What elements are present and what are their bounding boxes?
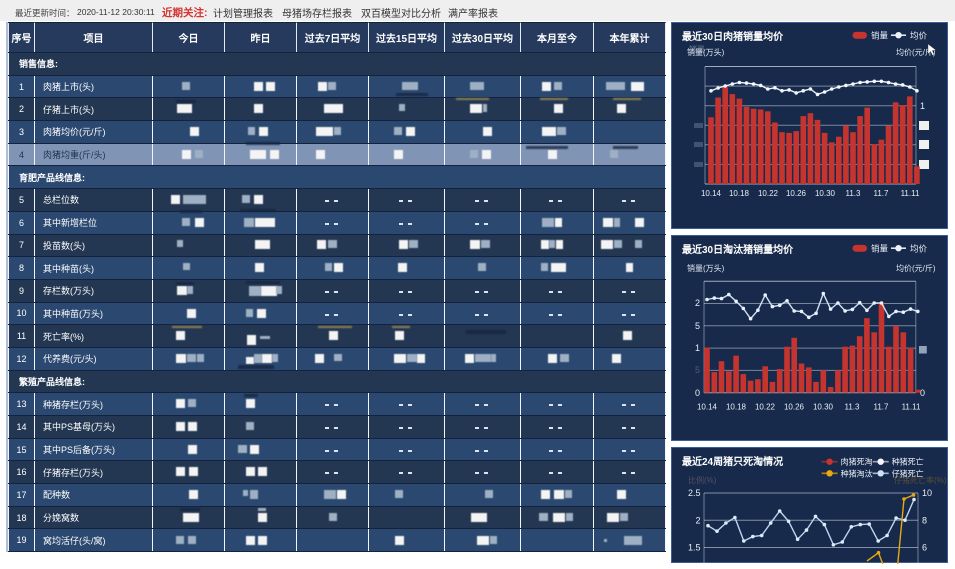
svg-text:6: 6 bbox=[922, 543, 927, 553]
svg-text:1: 1 bbox=[695, 343, 700, 353]
svg-text:均价: 均价 bbox=[910, 243, 928, 253]
svg-text:8: 8 bbox=[922, 515, 927, 525]
svg-text:1.5: 1.5 bbox=[688, 543, 701, 553]
svg-text:10.26: 10.26 bbox=[786, 189, 807, 198]
svg-text:2.5: 2.5 bbox=[688, 488, 701, 498]
svg-text:0: 0 bbox=[695, 388, 700, 398]
svg-text:10.18: 10.18 bbox=[726, 402, 747, 411]
svg-text:销量(万头): 销量(万头) bbox=[687, 47, 725, 57]
svg-text:1: 1 bbox=[920, 101, 925, 111]
svg-text:销量: 销量 bbox=[871, 30, 889, 40]
svg-text:11.11: 11.11 bbox=[902, 402, 921, 411]
svg-text:最近24周猪只死淘情况: 最近24周猪只死淘情况 bbox=[682, 455, 783, 468]
svg-text:仔猪死亡率(%): 仔猪死亡率(%) bbox=[894, 475, 947, 485]
svg-text:均价(元/斤): 均价(元/斤) bbox=[896, 263, 936, 273]
svg-text:比例(%): 比例(%) bbox=[688, 475, 717, 485]
svg-text:销量(万头): 销量(万头) bbox=[687, 263, 725, 273]
svg-text:2: 2 bbox=[695, 298, 700, 308]
svg-text:仔猪死亡: 仔猪死亡 bbox=[892, 468, 924, 478]
svg-text:10.30: 10.30 bbox=[815, 189, 836, 198]
svg-text:10.14: 10.14 bbox=[697, 402, 718, 411]
svg-text:10.22: 10.22 bbox=[758, 189, 779, 198]
svg-text:2: 2 bbox=[695, 515, 700, 525]
svg-text:肉猪死淘: 肉猪死淘 bbox=[841, 457, 873, 467]
svg-text:10.30: 10.30 bbox=[813, 402, 834, 411]
svg-text:10.18: 10.18 bbox=[729, 189, 750, 198]
svg-text:0: 0 bbox=[920, 388, 925, 398]
svg-text:10: 10 bbox=[922, 488, 932, 498]
svg-text:销量: 销量 bbox=[689, 44, 705, 54]
svg-text:最近30日淘汰猪销量均价: 最近30日淘汰猪销量均价 bbox=[682, 243, 794, 256]
svg-text:10.22: 10.22 bbox=[755, 402, 776, 411]
svg-text:10.26: 10.26 bbox=[784, 402, 805, 411]
svg-text:种猪死亡: 种猪死亡 bbox=[892, 457, 924, 467]
svg-text:5: 5 bbox=[695, 365, 700, 375]
svg-text:5: 5 bbox=[695, 321, 700, 331]
svg-text:11.7: 11.7 bbox=[874, 402, 890, 411]
svg-text:11.11: 11.11 bbox=[901, 189, 920, 198]
svg-text:销量: 销量 bbox=[871, 243, 889, 253]
svg-text:11.3: 11.3 bbox=[845, 402, 861, 411]
svg-text:最近30日肉猪销量均价: 最近30日肉猪销量均价 bbox=[682, 30, 784, 43]
svg-text:种猪淘汰: 种猪淘汰 bbox=[841, 468, 873, 478]
svg-text:均价(元/斤): 均价(元/斤) bbox=[896, 47, 936, 57]
svg-text:均价: 均价 bbox=[910, 30, 928, 40]
svg-text:11.7: 11.7 bbox=[874, 189, 890, 198]
svg-text:11.3: 11.3 bbox=[846, 189, 862, 198]
svg-text:10.14: 10.14 bbox=[701, 189, 722, 198]
